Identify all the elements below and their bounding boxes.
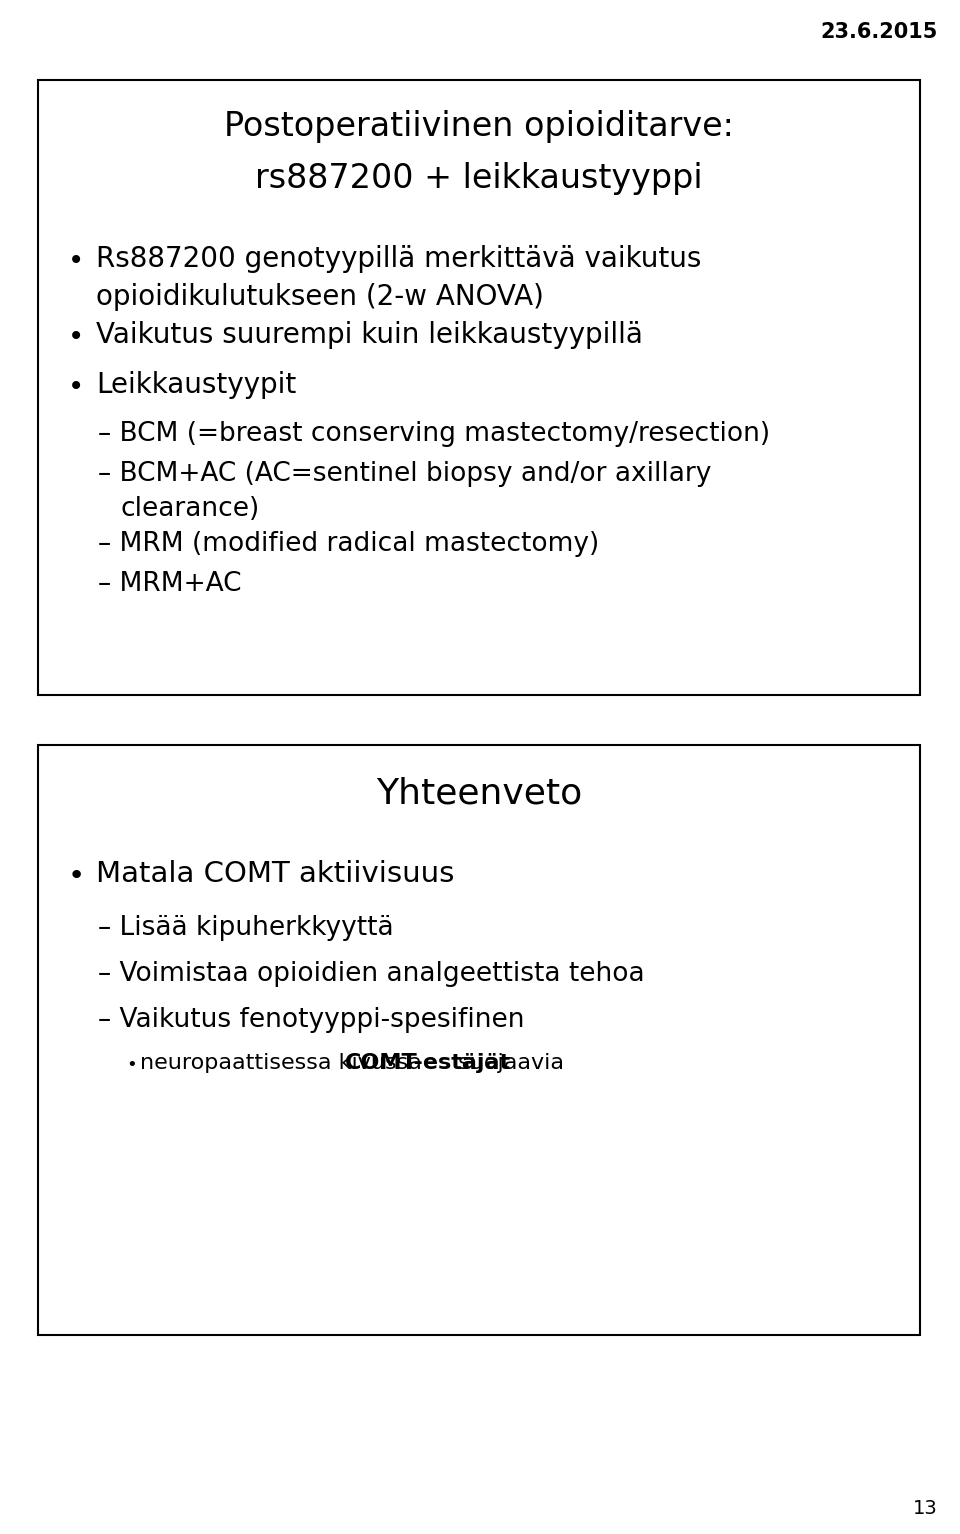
- Text: 23.6.2015: 23.6.2015: [821, 21, 938, 41]
- Text: suojaavia: suojaavia: [450, 1052, 564, 1072]
- Text: •: •: [68, 862, 85, 890]
- Text: Leikkaustyypit: Leikkaustyypit: [96, 371, 297, 399]
- Text: rs887200 + leikkaustyyppi: rs887200 + leikkaustyyppi: [255, 163, 703, 195]
- Text: •: •: [126, 1055, 136, 1074]
- Text: – Vaikutus fenotyyppi-spesifinen: – Vaikutus fenotyyppi-spesifinen: [98, 1006, 524, 1032]
- Text: •: •: [68, 247, 84, 275]
- Bar: [38, 80, 920, 695]
- Text: •: •: [68, 324, 84, 351]
- Text: opioidikulutukseen (2-w ANOVA): opioidikulutukseen (2-w ANOVA): [96, 282, 544, 311]
- Text: – MRM (modified radical mastectomy): – MRM (modified radical mastectomy): [98, 531, 599, 557]
- Text: – MRM+AC: – MRM+AC: [98, 571, 242, 597]
- Text: – Voimistaa opioidien analgeettista tehoa: – Voimistaa opioidien analgeettista teho…: [98, 960, 644, 986]
- Text: – BCM (=breast conserving mastectomy/resection): – BCM (=breast conserving mastectomy/res…: [98, 420, 770, 446]
- Text: Vaikutus suurempi kuin leikkaustyypillä: Vaikutus suurempi kuin leikkaustyypillä: [96, 321, 643, 350]
- Text: •: •: [68, 373, 84, 400]
- Text: – BCM+AC (AC=sentinel biopsy and/or axillary: – BCM+AC (AC=sentinel biopsy and/or axil…: [98, 462, 711, 486]
- Text: clearance): clearance): [121, 495, 260, 522]
- Text: – Lisää kipuherkkyyttä: – Lisää kipuherkkyyttä: [98, 914, 394, 940]
- Text: Postoperatiivinen opioiditarve:: Postoperatiivinen opioiditarve:: [224, 110, 734, 143]
- Text: Rs887200 genotyypillä merkittävä vaikutus: Rs887200 genotyypillä merkittävä vaikutu…: [96, 245, 702, 273]
- Text: COMT-estäjät: COMT-estäjät: [345, 1052, 511, 1072]
- Text: Matala COMT aktiivisuus: Matala COMT aktiivisuus: [96, 861, 454, 888]
- Text: 13: 13: [913, 1499, 938, 1519]
- Text: Yhteenveto: Yhteenveto: [376, 778, 582, 811]
- Bar: [38, 746, 920, 1335]
- Text: neuropaattisessa kivussa: neuropaattisessa kivussa: [140, 1052, 429, 1072]
